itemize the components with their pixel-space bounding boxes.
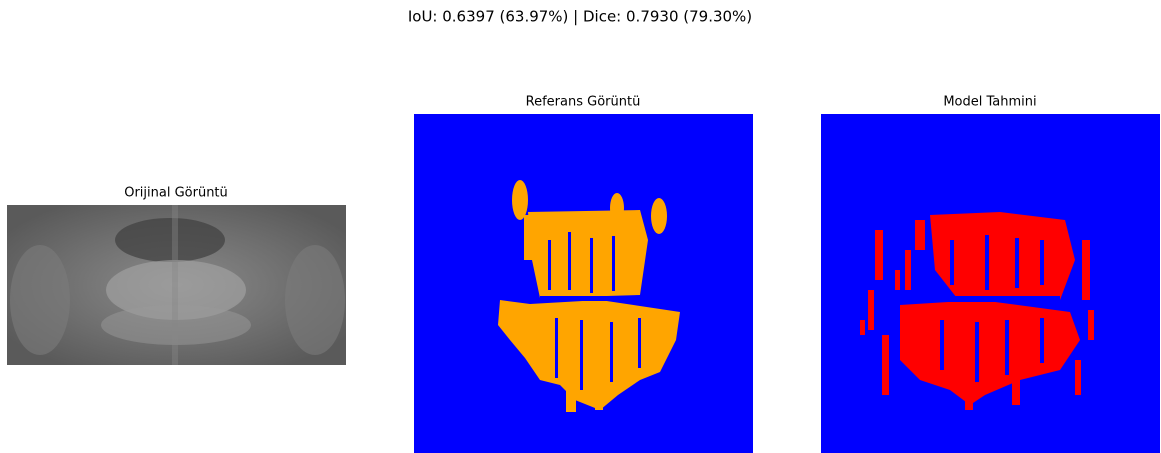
reference-mask [414,114,753,453]
panel-title: Orijinal Görüntü [124,186,228,201]
panel-title: Referans Görüntü [526,95,641,110]
panel-title: Model Tahmini [943,95,1036,110]
prediction-mask [821,114,1160,453]
figure-title: IoU: 0.6397 (63.97%) | Dice: 0.7930 (79.… [408,8,752,26]
xray-image [7,205,346,365]
